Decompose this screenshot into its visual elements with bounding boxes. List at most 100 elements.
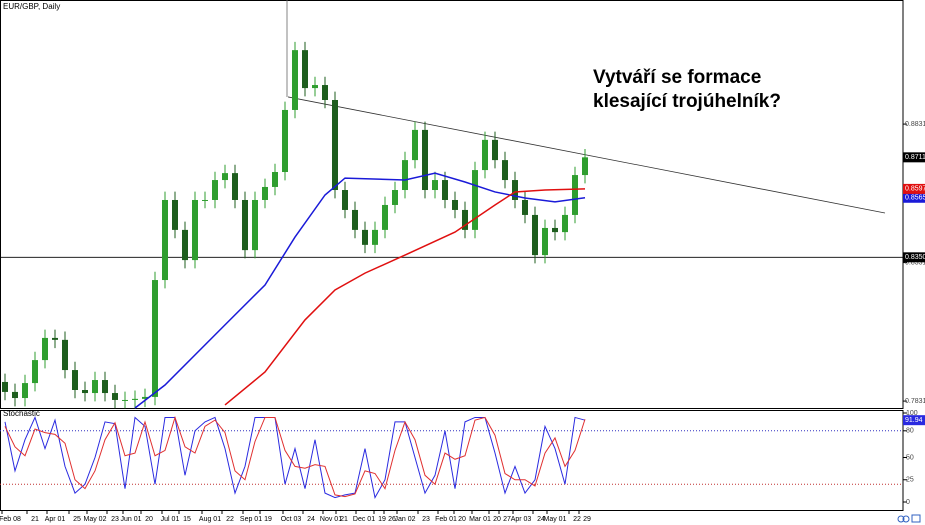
x-tick-label: May 01 — [544, 516, 567, 523]
price-label: 0.8350 — [905, 254, 925, 261]
y-tick-label: 0.8831 — [905, 121, 925, 128]
candle-body — [72, 370, 78, 390]
candle-body — [332, 99, 338, 191]
price-label-box — [903, 415, 925, 426]
y-tick-label: 80 — [906, 428, 914, 435]
candle-body — [452, 199, 458, 210]
price-label: 0.8711 — [905, 154, 925, 161]
price-label: 0.8597 — [905, 186, 925, 193]
x-tick-label: 19 — [264, 516, 272, 523]
candle-body — [2, 381, 8, 392]
x-tick-label: 20 — [458, 516, 466, 523]
moving-average — [134, 172, 586, 409]
candle-body — [402, 160, 408, 191]
x-tick-label: 29 — [583, 516, 591, 523]
x-tick-label: Nov 01 — [320, 516, 342, 523]
candle-body — [472, 170, 478, 230]
candle-body — [232, 173, 238, 200]
candle-body — [162, 199, 168, 281]
candle-body — [62, 339, 68, 371]
candle-body — [182, 229, 188, 261]
x-tick-label: 25 — [73, 516, 81, 523]
candle-body — [102, 380, 108, 394]
x-tick-label: May 02 — [84, 516, 107, 523]
candle-body — [122, 399, 128, 401]
candle-body — [272, 172, 278, 187]
chart-title: EUR/GBP, Daily — [3, 2, 60, 11]
oscillator-line — [4, 416, 586, 499]
candle-body — [552, 227, 558, 233]
candle-body — [372, 229, 378, 245]
y-tick-label: 25 — [906, 477, 914, 484]
candle-body — [342, 190, 348, 210]
price-label-box — [903, 183, 925, 194]
x-tick-label: Jan 02 — [394, 516, 415, 523]
candle-body — [502, 160, 508, 181]
candle-body — [112, 393, 118, 400]
candle-body — [582, 157, 588, 176]
x-tick-label: 15 — [183, 516, 191, 523]
candle-body — [142, 396, 148, 399]
x-tick-label: Apr 03 — [511, 516, 532, 523]
candle-body — [132, 398, 138, 400]
candle-body — [172, 199, 178, 230]
candle-body — [82, 389, 88, 394]
candle-body — [212, 180, 218, 200]
annotation: klesající trojúhelník? — [593, 91, 781, 112]
x-tick-label: 21 — [340, 516, 348, 523]
price-label-box — [903, 252, 925, 263]
candle-body — [202, 199, 208, 201]
oscillator-line — [4, 415, 586, 498]
candle-body — [442, 180, 448, 200]
x-tick-label: Dec 01 — [353, 516, 375, 523]
footer-icons — [897, 514, 921, 523]
x-tick-label: 22 — [573, 516, 581, 523]
x-tick-label: Sep 01 — [240, 516, 262, 523]
candle-body — [322, 85, 328, 100]
price-label: 91.94 — [905, 417, 923, 424]
x-tick-label: 21 — [31, 516, 39, 523]
candle-body — [482, 139, 488, 171]
x-tick-label: Mar 01 — [469, 516, 491, 523]
price-label-box — [903, 152, 925, 163]
y-tick-label: 0 — [906, 499, 910, 506]
x-tick-label: 23 — [422, 516, 430, 523]
price-label-box — [903, 192, 925, 203]
y-tick-label: 100 — [906, 410, 918, 417]
candle-body — [282, 109, 288, 173]
candle-body — [432, 180, 438, 191]
candle-body — [222, 173, 228, 181]
candle-body — [492, 139, 498, 161]
candle-body — [352, 209, 358, 230]
candle-body — [412, 129, 418, 161]
candle-body — [522, 199, 528, 215]
stochastic-panel — [0, 410, 904, 511]
price-panel — [0, 0, 904, 409]
moving-average — [224, 188, 586, 406]
candle-body — [572, 175, 578, 215]
candle-body — [382, 204, 388, 230]
candle-body — [92, 380, 98, 394]
candle-body — [242, 199, 248, 251]
candle-body — [462, 209, 468, 230]
panel-title: Stochastic — [3, 409, 40, 418]
x-tick-label: Apr 01 — [45, 516, 66, 523]
x-tick-label: 19 — [378, 516, 386, 523]
x-tick-label: 23 — [111, 516, 119, 523]
x-tick-label: 20 — [145, 516, 153, 523]
x-tick-label: 26 — [388, 516, 396, 523]
candle-body — [312, 85, 318, 89]
candle-body — [392, 190, 398, 205]
y-tick-label: 50 — [906, 454, 914, 461]
candle-body — [12, 391, 18, 399]
candle-body — [152, 280, 158, 397]
candle-body — [192, 199, 198, 261]
candle-body — [52, 337, 58, 340]
annotation: Vytváří se formace — [593, 67, 761, 88]
x-tick-label: 22 — [226, 516, 234, 523]
candle-body — [32, 360, 38, 384]
y-tick-label: 0.7831 — [905, 398, 925, 405]
candle-body — [22, 383, 28, 399]
trend-line — [287, 96, 886, 214]
